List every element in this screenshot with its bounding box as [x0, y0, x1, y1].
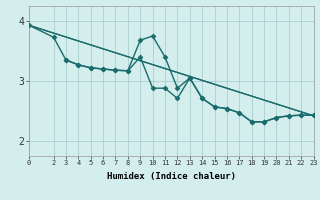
X-axis label: Humidex (Indice chaleur): Humidex (Indice chaleur): [107, 172, 236, 181]
